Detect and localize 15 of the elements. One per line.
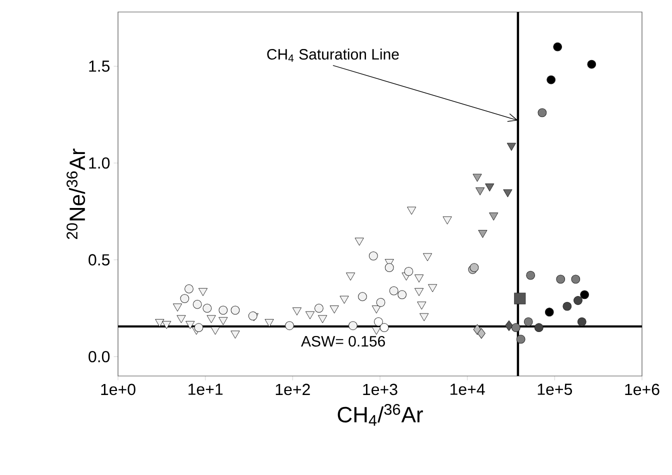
y-tick-label: 1.5: [89, 60, 110, 72]
x-tick-label: 1e+5: [538, 384, 572, 395]
y-tick-label: 1.0: [89, 157, 110, 169]
ref-line-label: ASW= 0.156: [301, 336, 385, 347]
x-tick-label: 1e+2: [276, 384, 310, 396]
x-tick-label: 1e+1: [188, 384, 223, 395]
y-tick-label: 0.5: [88, 254, 110, 266]
x-axis-title: CH$_{4}$/$^{36}$Ar: [338, 404, 423, 426]
y-axis-title: $^{20}$Ne/$^{36}$Ar: [66, 148, 86, 239]
x-tick-label: 1e+6: [625, 384, 660, 396]
x-tick-label: 1e+4: [450, 384, 485, 395]
y-tick-label: 0.0: [88, 350, 110, 362]
x-tick-label: 1e+0: [101, 384, 136, 396]
annotation: CH$_{4}$ Saturation Line: [267, 48, 399, 62]
x-tick-label: 1e+3: [363, 384, 398, 396]
